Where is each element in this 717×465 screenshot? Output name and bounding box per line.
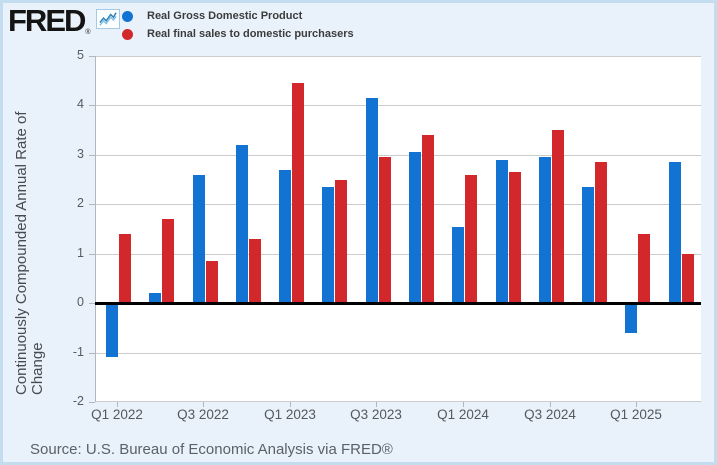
bar-gdp-q1-2025[interactable]	[625, 303, 637, 333]
x-tick-label-q3-2024: Q3 2024	[524, 407, 576, 422]
bar-final-sales-q1-2024[interactable]	[465, 175, 477, 304]
x-tick-label-q1-2025: Q1 2025	[610, 407, 662, 422]
gridline--2	[95, 401, 701, 402]
x-tick-label-q1-2022: Q1 2022	[91, 407, 143, 422]
bar-final-sales-q1-2025[interactable]	[638, 234, 650, 303]
x-tick-label-q3-2023: Q3 2023	[350, 407, 402, 422]
x-tick-mark	[636, 402, 637, 407]
y-axis-title: Continuously Compounded Annual Rate of C…	[13, 49, 46, 395]
y-tick-mark	[89, 105, 95, 106]
y-axis-title-line-2: Change	[29, 342, 46, 395]
bar-gdp-q4-2022[interactable]	[236, 145, 248, 303]
bar-gdp-q2-2025[interactable]	[669, 162, 681, 303]
gridline-1	[95, 254, 701, 255]
bar-final-sales-q3-2022[interactable]	[206, 261, 218, 303]
y-tick-mark	[89, 155, 95, 156]
y-tick-mark	[89, 204, 95, 205]
bar-final-sales-q2-2022[interactable]	[162, 219, 174, 303]
y-tick-mark	[89, 254, 95, 255]
bar-final-sales-q3-2024[interactable]	[552, 130, 564, 303]
x-tick-mark	[117, 402, 118, 407]
y-tick-label--2: -2	[72, 394, 84, 408]
x-tick-mark	[550, 402, 551, 407]
bar-gdp-q2-2023[interactable]	[322, 187, 334, 303]
y-tick-mark	[89, 353, 95, 354]
gdp-series-swatch-icon	[122, 10, 133, 22]
final-sales-series-swatch-icon	[122, 28, 133, 40]
bar-gdp-q4-2023[interactable]	[409, 152, 421, 303]
y-tick-mark	[89, 56, 95, 57]
y-tick-mark	[89, 303, 95, 304]
y-tick-label-5: 5	[77, 48, 84, 62]
bar-gdp-q3-2024[interactable]	[539, 157, 551, 303]
x-tick-mark	[203, 402, 204, 407]
legend-label-gdp: Real Gross Domestic Product	[147, 10, 303, 22]
y-tick-label-0: 0	[77, 295, 84, 309]
y-tick-label-1: 1	[77, 246, 84, 260]
y-axis-line	[95, 56, 96, 402]
bar-gdp-q3-2023[interactable]	[366, 98, 378, 303]
bar-final-sales-q1-2023[interactable]	[292, 83, 304, 303]
fred-logo-text: FRED	[8, 3, 86, 38]
bar-final-sales-q4-2023[interactable]	[422, 135, 434, 303]
x-tick-mark	[463, 402, 464, 407]
bar-final-sales-q2-2024[interactable]	[509, 172, 521, 303]
bar-final-sales-q4-2022[interactable]	[249, 239, 261, 303]
zero-line	[95, 302, 701, 305]
gridline--1	[95, 353, 701, 354]
legend-label-final-sales: Real final sales to domestic purchasers	[147, 28, 354, 40]
fred-logo[interactable]: FRED ®	[8, 3, 120, 38]
plot-area	[95, 56, 701, 402]
bar-final-sales-q1-2022[interactable]	[119, 234, 131, 303]
bar-gdp-q1-2023[interactable]	[279, 170, 291, 303]
y-tick-label-4: 4	[77, 97, 84, 111]
y-tick-mark	[89, 402, 95, 403]
bar-gdp-q2-2022[interactable]	[149, 293, 161, 303]
bar-gdp-q1-2024[interactable]	[452, 227, 464, 304]
y-tick-label-2: 2	[77, 196, 84, 210]
bar-gdp-q3-2022[interactable]	[193, 175, 205, 304]
bar-final-sales-q3-2023[interactable]	[379, 157, 391, 303]
x-tick-label-q1-2023: Q1 2023	[264, 407, 316, 422]
legend-item-gdp[interactable]: Real Gross Domestic Product	[122, 7, 354, 25]
x-tick-label-q1-2024: Q1 2024	[437, 407, 489, 422]
bar-gdp-q1-2022[interactable]	[106, 303, 118, 357]
bar-final-sales-q2-2025[interactable]	[682, 254, 694, 303]
bar-final-sales-q4-2024[interactable]	[595, 162, 607, 303]
bar-gdp-q2-2024[interactable]	[496, 160, 508, 303]
y-tick-label-3: 3	[77, 147, 84, 161]
bar-final-sales-q2-2023[interactable]	[335, 180, 347, 304]
chart-legend: Real Gross Domestic Product Real final s…	[122, 7, 354, 43]
y-axis-title-line-1: Continuously Compounded Annual Rate of	[13, 111, 30, 395]
x-tick-mark	[376, 402, 377, 407]
gridline-2	[95, 204, 701, 205]
line-chart-icon	[95, 9, 120, 29]
y-tick-label--1: -1	[72, 345, 84, 359]
gridline-4	[95, 105, 701, 106]
legend-item-final-sales[interactable]: Real final sales to domestic purchasers	[122, 25, 354, 43]
gridline-3	[95, 155, 701, 156]
bar-gdp-q4-2024[interactable]	[582, 187, 594, 303]
x-tick-mark	[290, 402, 291, 407]
gridline-5	[95, 56, 701, 57]
registered-trademark-mark: ®	[85, 29, 91, 36]
x-tick-label-q3-2022: Q3 2022	[177, 407, 229, 422]
source-note: Source: U.S. Bureau of Economic Analysis…	[30, 441, 393, 458]
